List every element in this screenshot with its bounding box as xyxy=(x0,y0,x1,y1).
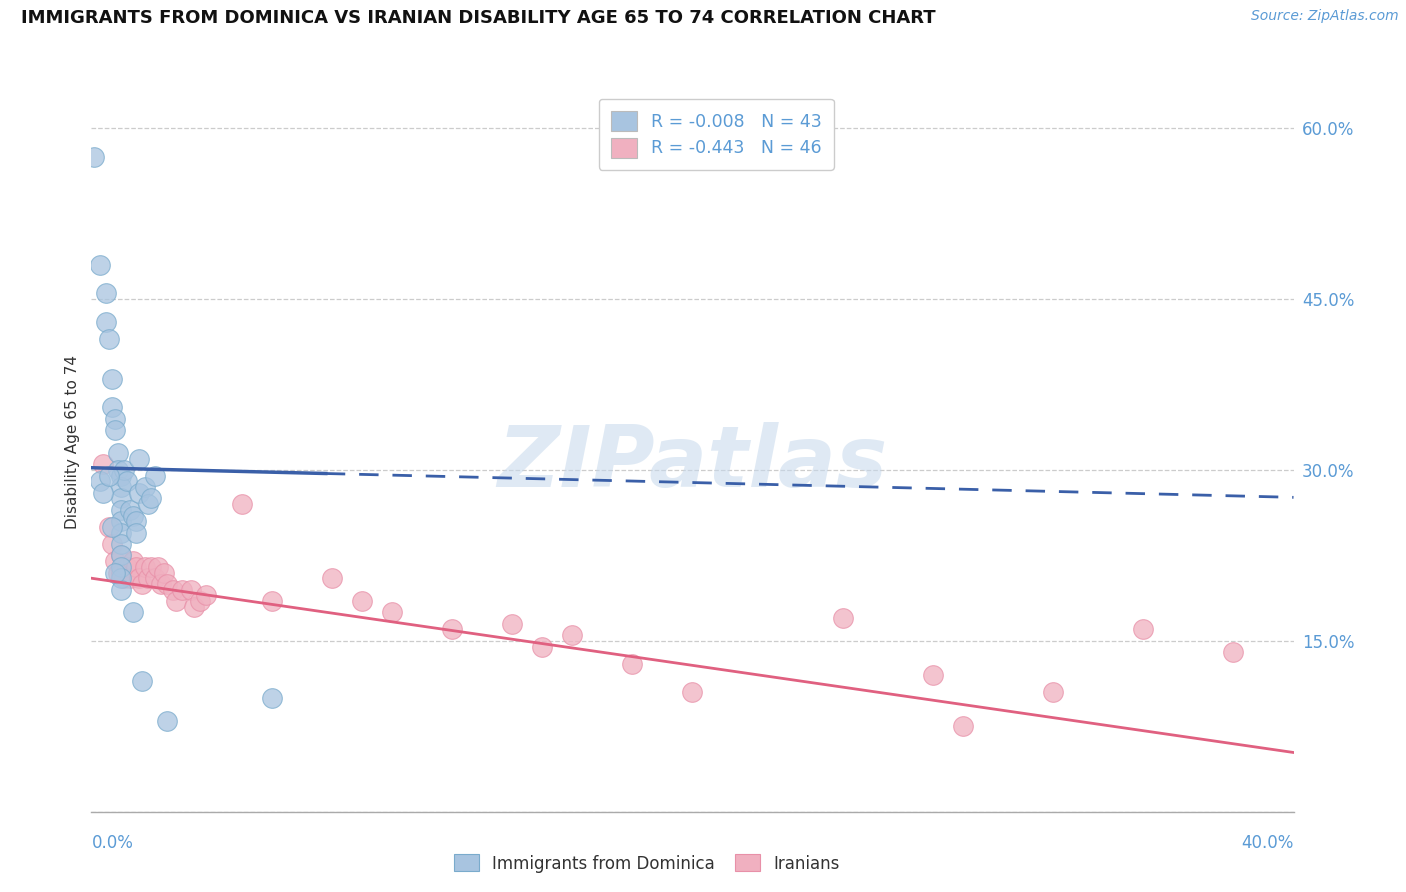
Point xyxy=(350,594,373,608)
Text: Source: ZipAtlas.com: Source: ZipAtlas.com xyxy=(1251,9,1399,23)
Point xyxy=(110,503,132,517)
Point xyxy=(561,628,583,642)
Point xyxy=(831,611,853,625)
Point xyxy=(104,411,127,425)
Text: IMMIGRANTS FROM DOMINICA VS IRANIAN DISABILITY AGE 65 TO 74 CORRELATION CHART: IMMIGRANTS FROM DOMINICA VS IRANIAN DISA… xyxy=(21,9,936,27)
Point xyxy=(152,566,174,580)
Legend: Immigrants from Dominica, Iranians: Immigrants from Dominica, Iranians xyxy=(447,847,846,880)
Point xyxy=(149,577,172,591)
Point xyxy=(321,571,343,585)
Point xyxy=(1042,685,1064,699)
Point xyxy=(98,332,121,346)
Point xyxy=(107,446,129,460)
Text: 0.0%: 0.0% xyxy=(91,834,134,852)
Point xyxy=(162,582,184,597)
Point xyxy=(110,571,132,585)
Point xyxy=(110,491,132,506)
Point xyxy=(125,559,148,574)
Point xyxy=(104,423,127,437)
Point xyxy=(110,582,132,597)
Point xyxy=(128,485,150,500)
Point xyxy=(96,315,118,329)
Point xyxy=(141,491,163,506)
Legend: R = -0.008   N = 43, R = -0.443   N = 46: R = -0.008 N = 43, R = -0.443 N = 46 xyxy=(599,98,834,169)
Point xyxy=(681,685,703,699)
Point xyxy=(83,150,105,164)
Point xyxy=(146,559,169,574)
Point xyxy=(98,520,121,534)
Point xyxy=(381,606,404,620)
Point xyxy=(131,673,153,688)
Point xyxy=(93,458,115,472)
Point xyxy=(155,577,177,591)
Point xyxy=(125,514,148,528)
Point xyxy=(165,594,187,608)
Point xyxy=(170,582,193,597)
Point xyxy=(110,549,132,563)
Point xyxy=(180,582,202,597)
Point xyxy=(101,537,124,551)
Point xyxy=(93,485,115,500)
Point xyxy=(107,463,129,477)
Point xyxy=(122,508,145,523)
Point xyxy=(621,657,644,671)
Point xyxy=(440,623,463,637)
Point xyxy=(231,497,253,511)
Point xyxy=(101,372,124,386)
Point xyxy=(138,497,160,511)
Y-axis label: Disability Age 65 to 74: Disability Age 65 to 74 xyxy=(65,354,80,529)
Point xyxy=(101,401,124,415)
Point xyxy=(125,525,148,540)
Point xyxy=(104,566,127,580)
Point xyxy=(138,571,160,585)
Text: ZIPatlas: ZIPatlas xyxy=(498,422,887,505)
Point xyxy=(194,588,217,602)
Point xyxy=(89,475,111,489)
Point xyxy=(110,468,132,483)
Point xyxy=(117,475,139,489)
Point xyxy=(110,549,132,563)
Point xyxy=(104,554,127,568)
Point xyxy=(98,468,121,483)
Point xyxy=(131,577,153,591)
Point xyxy=(1222,645,1244,659)
Point xyxy=(114,571,136,585)
Point xyxy=(1132,623,1154,637)
Point xyxy=(96,286,118,301)
Point xyxy=(110,525,132,540)
Point xyxy=(531,640,554,654)
Point xyxy=(110,559,132,574)
Point xyxy=(155,714,177,728)
Point xyxy=(122,606,145,620)
Point xyxy=(922,668,945,682)
Point xyxy=(501,616,523,631)
Point xyxy=(122,554,145,568)
Point xyxy=(120,571,142,585)
Point xyxy=(117,559,139,574)
Point xyxy=(260,690,283,705)
Point xyxy=(183,599,205,614)
Point xyxy=(134,480,156,494)
Point xyxy=(260,594,283,608)
Point xyxy=(110,537,132,551)
Point xyxy=(114,463,136,477)
Point xyxy=(110,480,132,494)
Point xyxy=(134,559,156,574)
Point xyxy=(110,566,132,580)
Point xyxy=(89,258,111,272)
Point xyxy=(101,520,124,534)
Point xyxy=(188,594,211,608)
Text: 40.0%: 40.0% xyxy=(1241,834,1294,852)
Point xyxy=(143,571,166,585)
Point xyxy=(141,559,163,574)
Point xyxy=(120,503,142,517)
Point xyxy=(107,566,129,580)
Point xyxy=(952,719,974,733)
Point xyxy=(128,571,150,585)
Point xyxy=(110,514,132,528)
Point xyxy=(128,451,150,466)
Point xyxy=(143,468,166,483)
